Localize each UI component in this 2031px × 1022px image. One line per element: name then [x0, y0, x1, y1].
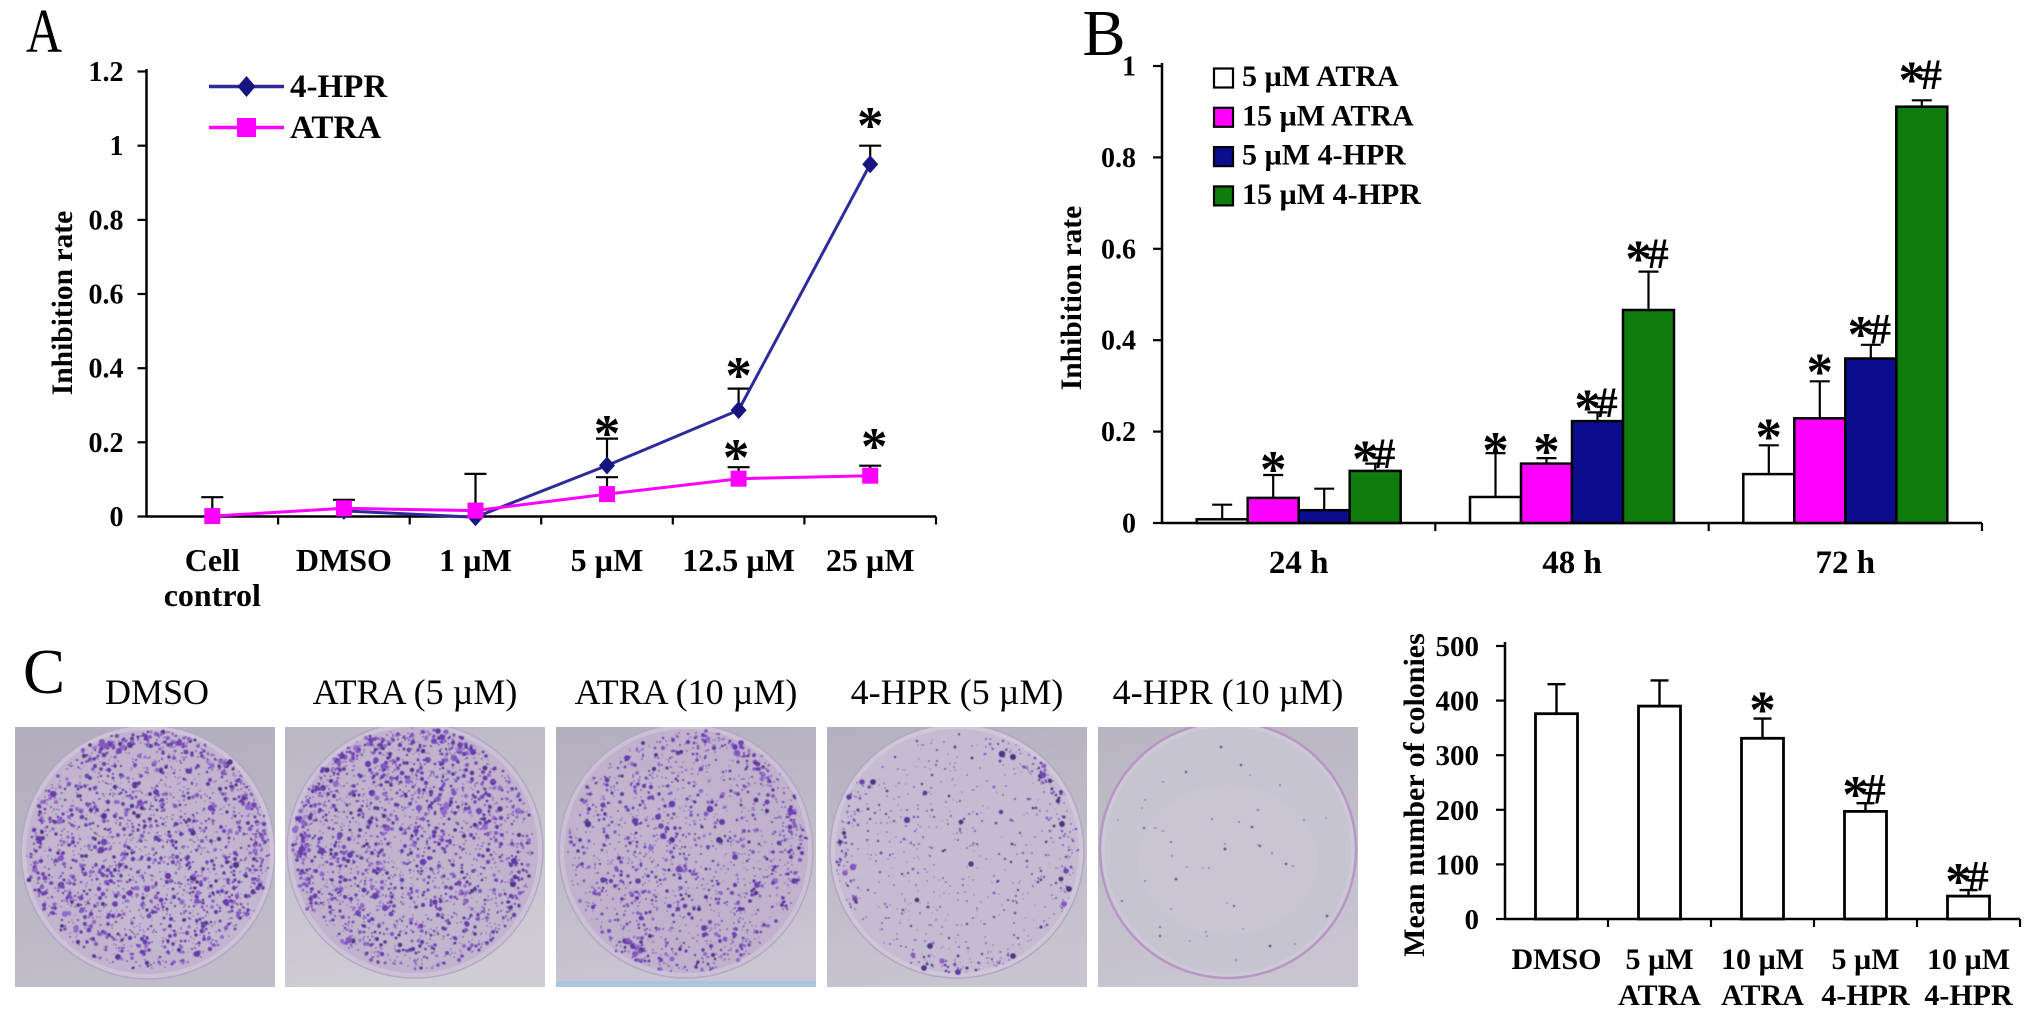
svg-text:1: 1: [110, 131, 124, 162]
svg-text:0.8: 0.8: [89, 205, 124, 236]
svg-text:72 h: 72 h: [1815, 545, 1875, 581]
svg-text:1 µM: 1 µM: [439, 542, 512, 578]
svg-text:C: C: [23, 637, 65, 707]
svg-text:#: #: [1870, 306, 1892, 353]
svg-text:*: *: [1482, 422, 1509, 480]
svg-text:5 µM ATRA: 5 µM ATRA: [1242, 60, 1399, 93]
svg-text:0.2: 0.2: [89, 428, 124, 459]
svg-text:ATRA (10 µM): ATRA (10 µM): [575, 672, 798, 712]
svg-text:*: *: [861, 418, 888, 476]
svg-text:4-HPR: 4-HPR: [290, 69, 388, 105]
svg-text:control: control: [164, 577, 261, 613]
svg-text:15 µM 4-HPR: 15 µM 4-HPR: [1242, 178, 1421, 211]
svg-text:Cell: Cell: [185, 542, 240, 578]
svg-text:0.6: 0.6: [89, 280, 124, 311]
svg-text:DMSO: DMSO: [105, 672, 209, 712]
svg-text:ATRA: ATRA: [290, 110, 381, 146]
svg-text:#: #: [1596, 380, 1618, 427]
svg-text:12.5 µM: 12.5 µM: [682, 542, 795, 578]
svg-text:*: *: [1533, 423, 1560, 481]
svg-text:0.2: 0.2: [1101, 417, 1136, 448]
svg-text:0.4: 0.4: [89, 354, 124, 385]
svg-text:1.2: 1.2: [89, 57, 124, 88]
svg-text:Inhibition rate: Inhibition rate: [47, 211, 79, 395]
svg-text:4-HPR (5 µM): 4-HPR (5 µM): [851, 672, 1064, 712]
svg-text:B: B: [1083, 0, 1126, 70]
svg-text:5 µM 4-HPR: 5 µM 4-HPR: [1242, 139, 1406, 172]
svg-text:0: 0: [110, 502, 124, 533]
svg-text:0.8: 0.8: [1101, 143, 1136, 174]
svg-text:1: 1: [1122, 52, 1136, 83]
svg-text:*: *: [1260, 441, 1287, 499]
svg-text:A: A: [26, 0, 62, 66]
svg-text:5 µM: 5 µM: [571, 542, 644, 578]
svg-text:25 µM: 25 µM: [826, 542, 915, 578]
svg-text:ATRA (5 µM): ATRA (5 µM): [313, 672, 518, 712]
svg-text:*: *: [857, 97, 884, 155]
svg-text:*: *: [725, 347, 752, 405]
svg-text:48 h: 48 h: [1542, 545, 1602, 581]
svg-text:DMSO: DMSO: [296, 542, 392, 578]
svg-text:24 h: 24 h: [1269, 545, 1329, 581]
svg-text:#: #: [1921, 52, 1943, 99]
svg-text:4-HPR (10 µM): 4-HPR (10 µM): [1113, 672, 1344, 712]
svg-text:0.6: 0.6: [1101, 234, 1136, 265]
svg-text:*: *: [1756, 408, 1783, 466]
svg-text:*: *: [723, 429, 750, 487]
svg-text:15 µM ATRA: 15 µM ATRA: [1242, 99, 1414, 132]
svg-text:*: *: [1807, 343, 1834, 401]
svg-text:*: *: [594, 405, 621, 463]
svg-text:#: #: [1647, 231, 1669, 278]
svg-text:Inhibition rate: Inhibition rate: [1056, 206, 1088, 390]
svg-text:0.4: 0.4: [1101, 326, 1136, 357]
svg-text:0: 0: [1122, 509, 1136, 540]
svg-text:#: #: [1374, 431, 1396, 478]
